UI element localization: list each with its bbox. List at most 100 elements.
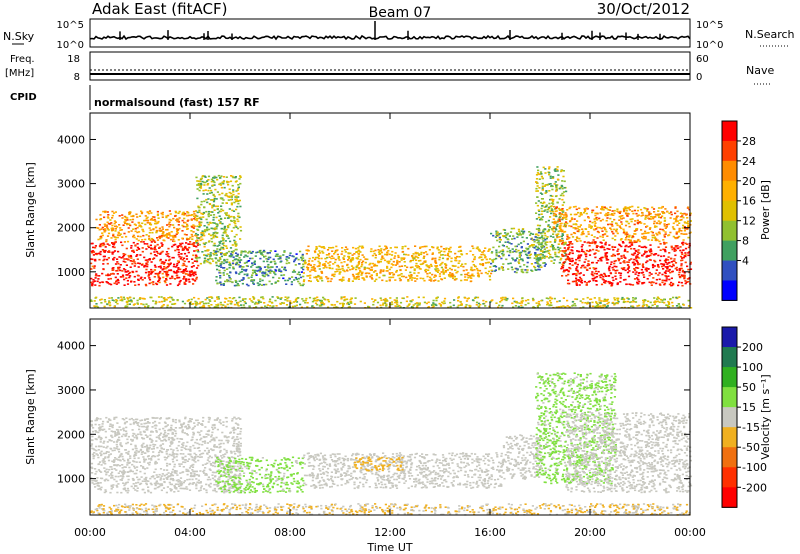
power-cell [549, 210, 552, 212]
power-cell [502, 269, 505, 271]
power-cell [497, 306, 500, 309]
power-cell [648, 258, 651, 261]
noise-panel: N.Sky 10^5 10^0 10^5 10^0 N.Search [3, 18, 795, 51]
power-cell [236, 227, 240, 230]
power-cell [604, 275, 608, 277]
power-cell [616, 210, 619, 212]
power-cell [543, 206, 546, 208]
power-cell [216, 208, 219, 210]
power-cell [140, 226, 143, 228]
power-cell [637, 206, 640, 209]
power-cell [195, 217, 199, 220]
power-cell [664, 233, 667, 235]
power-cell [541, 216, 544, 218]
power-cell [606, 235, 609, 237]
power-cell [436, 246, 439, 249]
power-cell [515, 248, 518, 251]
power-cell [683, 276, 686, 279]
power-cell [555, 215, 558, 218]
power-cell [195, 210, 198, 212]
power-cell [260, 284, 263, 286]
power-cell [595, 262, 598, 264]
power-cell [161, 228, 164, 230]
power-cell [627, 265, 631, 268]
power-cell [661, 299, 664, 301]
power-cell [160, 300, 164, 303]
power-cell [343, 270, 346, 273]
power-cell [361, 271, 364, 274]
power-cell [365, 275, 368, 277]
power-cell [369, 250, 373, 253]
power-cell [627, 207, 630, 210]
power-cell [689, 261, 692, 264]
power-cell [507, 262, 510, 265]
power-cell [145, 284, 148, 287]
power-cell [232, 193, 235, 196]
power-cell [645, 256, 648, 258]
power-cell [140, 210, 143, 213]
power-cell [593, 236, 596, 238]
power-cell [622, 231, 625, 234]
power-cell [460, 250, 463, 252]
power-cell [368, 272, 371, 275]
power-cell [220, 303, 223, 306]
power-cell [144, 238, 147, 241]
power-cell [242, 278, 245, 280]
power-cell [99, 214, 102, 216]
power-cell [203, 257, 206, 260]
power-cell [243, 273, 246, 276]
power-cell [399, 279, 402, 281]
power-cell [127, 298, 130, 300]
power-cell [409, 271, 412, 274]
power-cell [210, 189, 213, 192]
power-cell [561, 241, 564, 244]
power-cell [231, 184, 234, 187]
power-cell [655, 238, 658, 240]
power-cell [489, 266, 492, 268]
power-cell [91, 250, 95, 252]
power-cell [303, 279, 306, 281]
power-cell [226, 214, 229, 217]
power-cell [193, 296, 196, 299]
power-cell [348, 257, 351, 259]
power-cell [650, 284, 653, 286]
power-cell [617, 259, 620, 262]
power-cell [377, 249, 380, 251]
power-cell [285, 258, 288, 260]
power-cell [388, 279, 391, 282]
power-cell [196, 237, 199, 239]
power-cell [623, 261, 626, 264]
power-cell [544, 205, 548, 208]
power-cell [680, 251, 683, 254]
power-cell [235, 284, 238, 287]
power-cell [212, 260, 215, 262]
power-cell [561, 275, 564, 277]
power-cell [204, 230, 207, 233]
power-cell [404, 253, 408, 256]
power-cell [203, 259, 206, 262]
power-cell [544, 238, 547, 241]
power-cell [484, 305, 487, 307]
power-cell [602, 239, 605, 241]
power-cell [611, 221, 614, 223]
power-cell [625, 209, 628, 212]
power-cell [103, 216, 106, 219]
power-cell [195, 176, 198, 179]
power-cell [382, 257, 385, 260]
power-cell [199, 239, 202, 242]
power-cell [627, 222, 630, 225]
power-cell [169, 283, 172, 285]
power-colorbar-segment [722, 280, 737, 301]
power-cell [286, 259, 289, 262]
power-cell [236, 283, 239, 285]
power-cell [218, 269, 221, 272]
power-cell [428, 249, 431, 251]
power-cell [662, 241, 666, 244]
power-cell [436, 268, 439, 270]
power-cell [535, 228, 538, 230]
power-cell [126, 240, 130, 243]
power-cell [669, 271, 672, 274]
power-cell [584, 258, 587, 261]
power-cell [213, 209, 216, 211]
power-cell [269, 298, 272, 301]
